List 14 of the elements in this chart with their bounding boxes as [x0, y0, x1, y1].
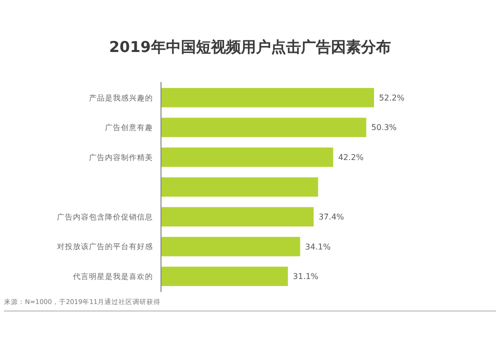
chart-title: 2019年中国短视频用户点击广告因素分布 [109, 38, 391, 56]
bar [161, 118, 366, 138]
data-label: 34.1% [305, 242, 331, 252]
data-label: 37.4% [318, 212, 344, 222]
bar [161, 148, 334, 167]
data-label: 31.1% [292, 272, 319, 282]
data-label: 42.2% [338, 153, 364, 162]
data-label: 50.3% [371, 123, 398, 132]
bar [161, 88, 374, 108]
bar [161, 177, 318, 197]
bar [161, 266, 288, 286]
bar [161, 207, 314, 226]
bar [161, 236, 300, 256]
data-label: 52.2% [379, 93, 405, 102]
